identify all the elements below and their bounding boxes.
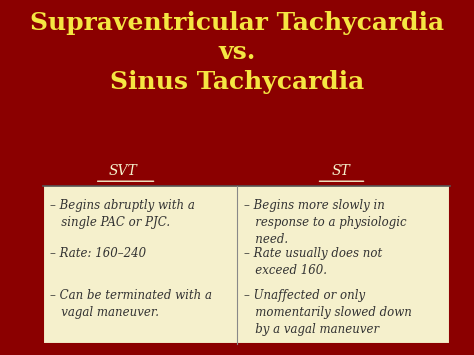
Text: – Rate: 160–240: – Rate: 160–240 — [50, 247, 146, 260]
Text: – Can be terminated with a
   vagal maneuver.: – Can be terminated with a vagal maneuve… — [50, 289, 212, 320]
Text: ST: ST — [332, 164, 351, 178]
Text: – Rate usually does not
   exceed 160.: – Rate usually does not exceed 160. — [244, 247, 383, 277]
Text: – Unaffected or only
   momentarily slowed down
   by a vagal maneuver: – Unaffected or only momentarily slowed … — [244, 289, 412, 336]
FancyBboxPatch shape — [43, 156, 450, 186]
Text: – Begins more slowly in
   response to a physiologic
   need.: – Begins more slowly in response to a ph… — [244, 199, 407, 246]
Text: – Begins abruptly with a
   single PAC or PJC.: – Begins abruptly with a single PAC or P… — [50, 199, 195, 229]
FancyBboxPatch shape — [43, 156, 450, 344]
Text: Supraventricular Tachycardia
vs.
Sinus Tachycardia: Supraventricular Tachycardia vs. Sinus T… — [30, 11, 444, 94]
Text: SVT: SVT — [109, 164, 137, 178]
